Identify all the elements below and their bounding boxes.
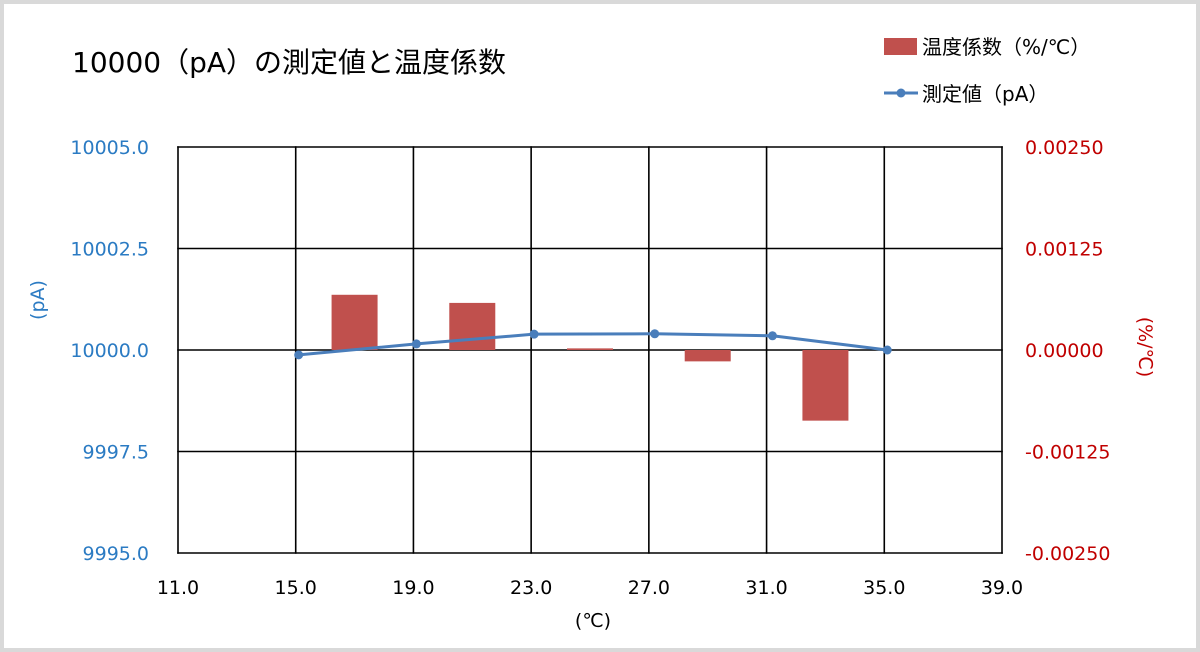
y-right-tick-label: -0.00250 xyxy=(1025,543,1110,565)
x-tick-label: 11.0 xyxy=(157,577,199,599)
y-right-tick-label: 0.00125 xyxy=(1025,239,1104,261)
bar xyxy=(802,350,849,421)
bar xyxy=(331,294,378,350)
gridlines xyxy=(177,146,1003,554)
bar xyxy=(567,348,613,350)
x-tick-label: 35.0 xyxy=(863,577,905,599)
x-tick-label: 39.0 xyxy=(981,577,1023,599)
x-tick-labels: 11.0 15.0 19.0 23.0 27.0 31.0 35.0 39.0 xyxy=(157,577,1023,599)
legend: 温度係数（%/℃） 測定値（pA） xyxy=(884,35,1090,106)
y-left-tick-label: 9997.5 xyxy=(83,442,149,464)
data-point xyxy=(767,331,777,341)
data-point xyxy=(411,339,421,349)
legend-label-line: 測定値（pA） xyxy=(922,82,1048,106)
x-tick-label: 19.0 xyxy=(392,577,434,599)
data-point xyxy=(882,345,892,355)
y-left-tick-labels: 10005.0 10002.5 10000.0 9997.5 9995.0 xyxy=(70,137,149,565)
legend-swatch-bar xyxy=(884,38,917,55)
bar xyxy=(684,350,731,362)
data-point xyxy=(650,329,660,339)
legend-label-bar: 温度係数（%/℃） xyxy=(922,35,1090,59)
y-right-tick-label: 0.00250 xyxy=(1025,137,1104,159)
line-series xyxy=(294,329,892,360)
data-point xyxy=(529,329,539,339)
x-tick-label: 31.0 xyxy=(745,577,787,599)
y-right-tick-label: 0.00000 xyxy=(1025,340,1104,362)
y-right-tick-labels: 0.00250 0.00125 0.00000 -0.00125 -0.00250 xyxy=(1025,137,1110,565)
data-point xyxy=(294,350,304,360)
bar-series xyxy=(331,294,849,421)
y-left-tick-label: 10002.5 xyxy=(70,239,149,261)
y-left-tick-label: 10005.0 xyxy=(70,137,149,159)
y-right-tick-label: -0.00125 xyxy=(1025,442,1110,464)
x-tick-label: 15.0 xyxy=(275,577,317,599)
x-tick-label: 27.0 xyxy=(628,577,670,599)
y-axis-label-left: (pA) xyxy=(27,280,49,320)
x-axis-label: (℃) xyxy=(575,610,611,632)
x-tick-label: 23.0 xyxy=(510,577,552,599)
legend-marker-line xyxy=(896,88,906,98)
bar xyxy=(449,302,496,350)
measured-value-line xyxy=(297,332,889,357)
y-axis-label-right: (%/℃) xyxy=(1134,317,1156,378)
chart-title: 10000（pA）の測定値と温度係数 xyxy=(72,46,506,79)
y-left-tick-label: 10000.0 xyxy=(70,340,149,362)
y-left-tick-label: 9995.0 xyxy=(83,543,149,565)
